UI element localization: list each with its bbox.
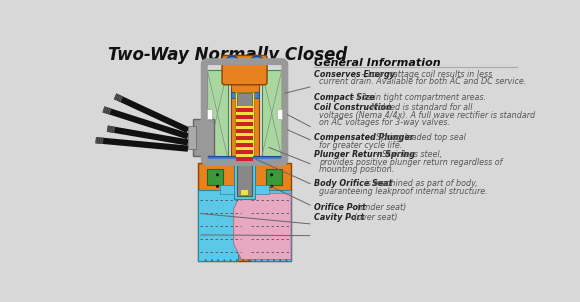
Text: provides positive plunger return regardless of: provides positive plunger return regardl…: [319, 158, 502, 166]
Bar: [236, 108, 253, 112]
Bar: [235, 92, 254, 162]
Bar: [236, 120, 253, 124]
Bar: [251, 190, 291, 261]
Text: Compact Size: Compact Size: [314, 93, 375, 102]
Polygon shape: [208, 70, 227, 157]
Bar: [236, 127, 253, 130]
Bar: [231, 70, 259, 162]
Text: Plunger Return Spring: Plunger Return Spring: [314, 150, 415, 159]
Text: – (under seat): – (under seat): [348, 203, 407, 212]
Ellipse shape: [273, 259, 275, 261]
Bar: [236, 105, 253, 109]
Bar: [193, 119, 215, 156]
Text: voltages (Nema 4/4x). A full wave rectifier is standard: voltages (Nema 4/4x). A full wave rectif…: [319, 111, 535, 120]
Bar: [237, 93, 252, 107]
Ellipse shape: [205, 259, 206, 261]
Text: Body Orifice Seat: Body Orifice Seat: [314, 179, 393, 188]
Bar: [220, 185, 234, 194]
Bar: [277, 109, 282, 119]
Polygon shape: [262, 70, 282, 157]
Text: – Stainless steel,: – Stainless steel,: [373, 150, 442, 159]
Ellipse shape: [211, 259, 213, 261]
Ellipse shape: [260, 259, 263, 261]
Text: is machined as part of body,: is machined as part of body,: [362, 179, 477, 188]
Ellipse shape: [242, 259, 244, 261]
Ellipse shape: [270, 173, 273, 176]
Bar: [237, 163, 252, 196]
Ellipse shape: [252, 56, 262, 63]
Ellipse shape: [267, 259, 269, 261]
Bar: [236, 129, 253, 133]
FancyBboxPatch shape: [222, 56, 267, 85]
Bar: [198, 190, 238, 261]
Ellipse shape: [218, 259, 219, 261]
Ellipse shape: [270, 185, 273, 188]
Bar: [236, 155, 253, 159]
Bar: [231, 92, 259, 98]
Text: on AC voltages for 3-way valves.: on AC voltages for 3-way valves.: [319, 118, 450, 127]
Bar: [208, 169, 223, 185]
Bar: [236, 134, 253, 137]
Text: – Spring loaded top seal: – Spring loaded top seal: [367, 133, 466, 142]
Ellipse shape: [216, 185, 219, 188]
Text: – Fits in tight compartment areas.: – Fits in tight compartment areas.: [348, 93, 486, 102]
Text: guaranteeing leakproof internal structure.: guaranteeing leakproof internal structur…: [319, 187, 488, 196]
Text: for greater cycle life.: for greater cycle life.: [319, 140, 402, 149]
Polygon shape: [234, 193, 291, 259]
Bar: [236, 143, 253, 147]
Ellipse shape: [230, 259, 231, 261]
Text: – Molded is standard for all: – Molded is standard for all: [362, 103, 472, 112]
Ellipse shape: [285, 259, 287, 261]
Text: – Low wattage coil results in less: – Low wattage coil results in less: [359, 70, 492, 79]
Text: Conserves Energy: Conserves Energy: [314, 70, 396, 79]
Bar: [255, 185, 269, 194]
Text: mounting position.: mounting position.: [319, 165, 394, 174]
Bar: [236, 136, 253, 140]
Bar: [236, 157, 253, 161]
Text: Orifice Port: Orifice Port: [314, 203, 366, 212]
Ellipse shape: [279, 259, 281, 261]
Bar: [236, 148, 253, 152]
Text: Compensated Plunger: Compensated Plunger: [314, 133, 414, 142]
Text: Coil Construction: Coil Construction: [314, 103, 392, 112]
Bar: [234, 161, 255, 200]
Bar: [236, 113, 253, 117]
Ellipse shape: [236, 259, 238, 261]
Text: – (over seat): – (over seat): [345, 213, 398, 222]
Ellipse shape: [227, 56, 238, 63]
Bar: [241, 190, 248, 195]
Bar: [208, 109, 212, 119]
Text: Two-Way Normally Closed: Two-Way Normally Closed: [108, 46, 347, 64]
Bar: [266, 169, 282, 185]
Bar: [236, 115, 253, 119]
Bar: [236, 150, 253, 154]
Bar: [188, 126, 195, 149]
Bar: [198, 162, 291, 261]
Ellipse shape: [255, 259, 256, 261]
Bar: [236, 141, 253, 145]
Ellipse shape: [248, 259, 250, 261]
Bar: [236, 122, 253, 126]
Bar: [204, 156, 285, 163]
Text: General Information: General Information: [314, 58, 441, 68]
Text: Cavity Port: Cavity Port: [314, 213, 365, 222]
Ellipse shape: [216, 173, 219, 176]
Text: current drain. Available for both AC and DC service.: current drain. Available for both AC and…: [319, 77, 526, 86]
Ellipse shape: [223, 259, 226, 261]
